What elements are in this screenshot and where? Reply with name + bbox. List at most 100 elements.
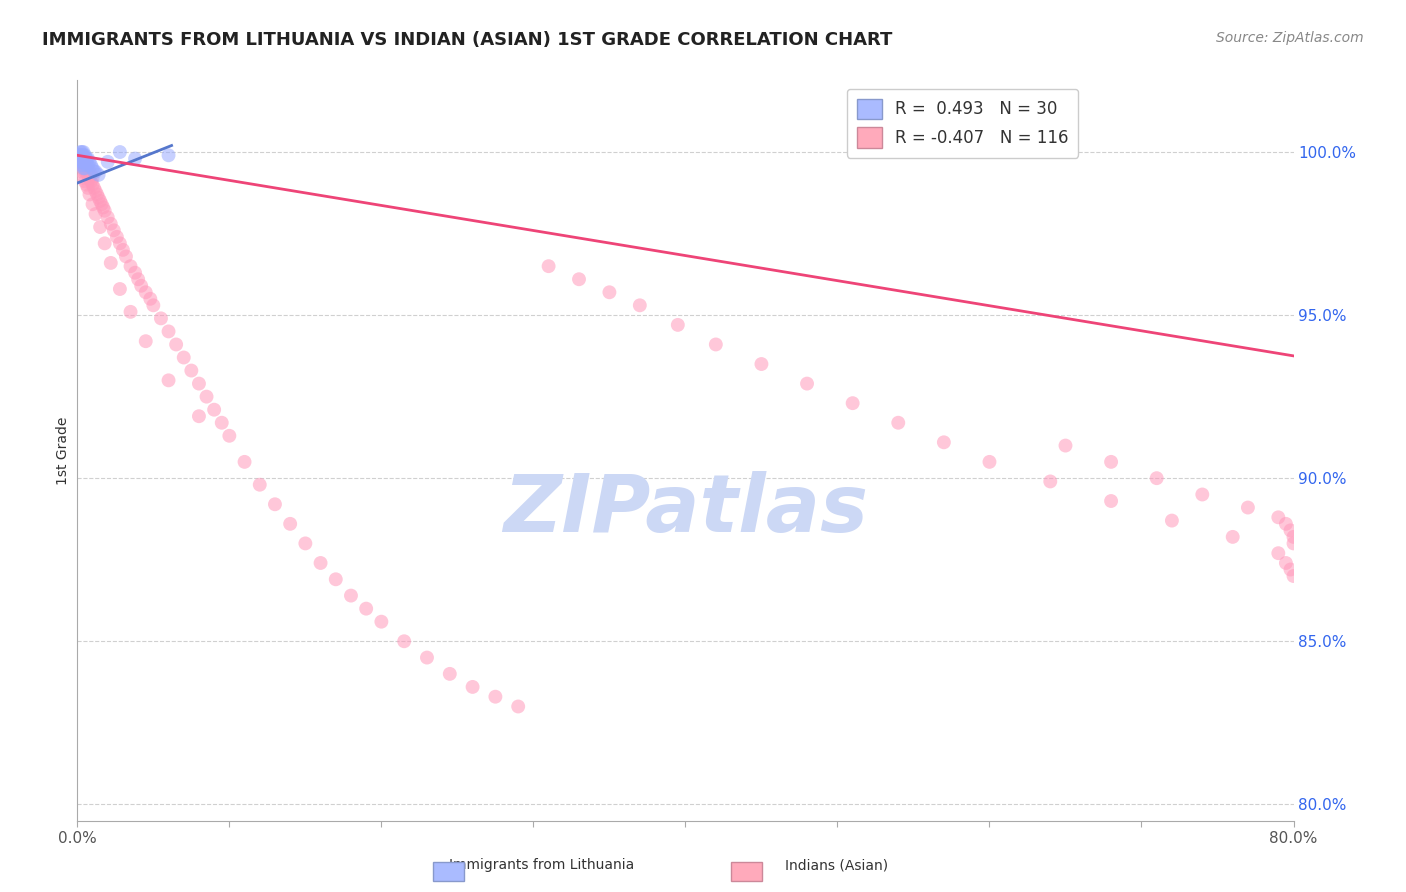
Point [1282, 536, 1305, 550]
Point [93, 236, 115, 251]
Point [461, 680, 484, 694]
Point [72, 171, 94, 186]
Point [165, 337, 187, 351]
Point [80, 174, 103, 188]
Point [75, 152, 97, 166]
Point [127, 272, 149, 286]
Point [75, 158, 97, 172]
Point [103, 223, 125, 237]
Point [751, 357, 773, 371]
Point [1267, 510, 1289, 524]
Point [666, 318, 689, 332]
Point [211, 416, 233, 430]
Point [1054, 439, 1077, 453]
Point [73, 164, 96, 178]
Point [1279, 524, 1302, 538]
Point [105, 230, 128, 244]
Point [73, 154, 96, 169]
Point [124, 152, 146, 166]
Point [108, 282, 131, 296]
Point [67, 152, 90, 166]
Point [82, 197, 104, 211]
Point [1039, 475, 1062, 489]
Point [97, 154, 120, 169]
Point [70, 158, 93, 172]
Point [1275, 516, 1298, 531]
Point [139, 292, 162, 306]
Text: Immigrants from Lithuania: Immigrants from Lithuania [449, 858, 634, 872]
Point [72, 161, 94, 176]
Point [70, 145, 93, 159]
Point [84, 164, 107, 178]
Point [416, 650, 439, 665]
Legend: R =  0.493   N = 30, R = -0.407   N = 116: R = 0.493 N = 30, R = -0.407 N = 116 [846, 88, 1078, 158]
Point [218, 429, 240, 443]
Point [84, 207, 107, 221]
Point [108, 145, 131, 159]
Point [82, 178, 104, 192]
Point [233, 455, 256, 469]
Point [1237, 500, 1260, 515]
Point [82, 171, 104, 186]
Point [157, 325, 180, 339]
Point [1282, 530, 1305, 544]
Point [278, 516, 301, 531]
Point [508, 699, 530, 714]
Point [149, 311, 172, 326]
Point [195, 390, 218, 404]
Point [77, 158, 100, 172]
Point [73, 174, 96, 188]
Point [69, 154, 91, 169]
Point [72, 154, 94, 169]
Point [1191, 487, 1213, 501]
Point [120, 259, 142, 273]
Point [77, 152, 100, 166]
Point [135, 334, 157, 349]
Point [796, 376, 818, 391]
Point [354, 601, 377, 615]
Point [83, 181, 105, 195]
Point [79, 154, 101, 169]
Point [79, 187, 101, 202]
Point [309, 556, 332, 570]
Point [83, 164, 105, 178]
Point [704, 337, 727, 351]
Point [887, 416, 910, 430]
Point [89, 194, 111, 208]
Point [72, 145, 94, 159]
Point [75, 164, 97, 178]
Point [100, 256, 122, 270]
Point [1161, 514, 1184, 528]
Point [67, 152, 90, 166]
Point [82, 161, 104, 176]
Point [124, 266, 146, 280]
Point [537, 259, 560, 273]
Point [87, 168, 110, 182]
Point [1146, 471, 1168, 485]
Point [135, 285, 157, 300]
Point [108, 236, 131, 251]
Point [75, 161, 97, 176]
Point [72, 148, 94, 162]
Point [69, 152, 91, 166]
Point [157, 148, 180, 162]
Text: ZIPatlas: ZIPatlas [503, 471, 868, 549]
Point [1267, 546, 1289, 560]
Point [67, 148, 90, 162]
Point [90, 197, 112, 211]
Point [72, 161, 94, 176]
Point [439, 666, 461, 681]
Point [1279, 562, 1302, 576]
Point [598, 285, 620, 300]
Point [73, 148, 96, 162]
Point [173, 351, 195, 365]
Point [77, 168, 100, 182]
Point [70, 164, 93, 178]
Point [249, 477, 271, 491]
Point [294, 536, 316, 550]
Point [1275, 556, 1298, 570]
Point [70, 158, 93, 172]
Point [568, 272, 591, 286]
Point [77, 181, 100, 195]
Point [157, 373, 180, 387]
